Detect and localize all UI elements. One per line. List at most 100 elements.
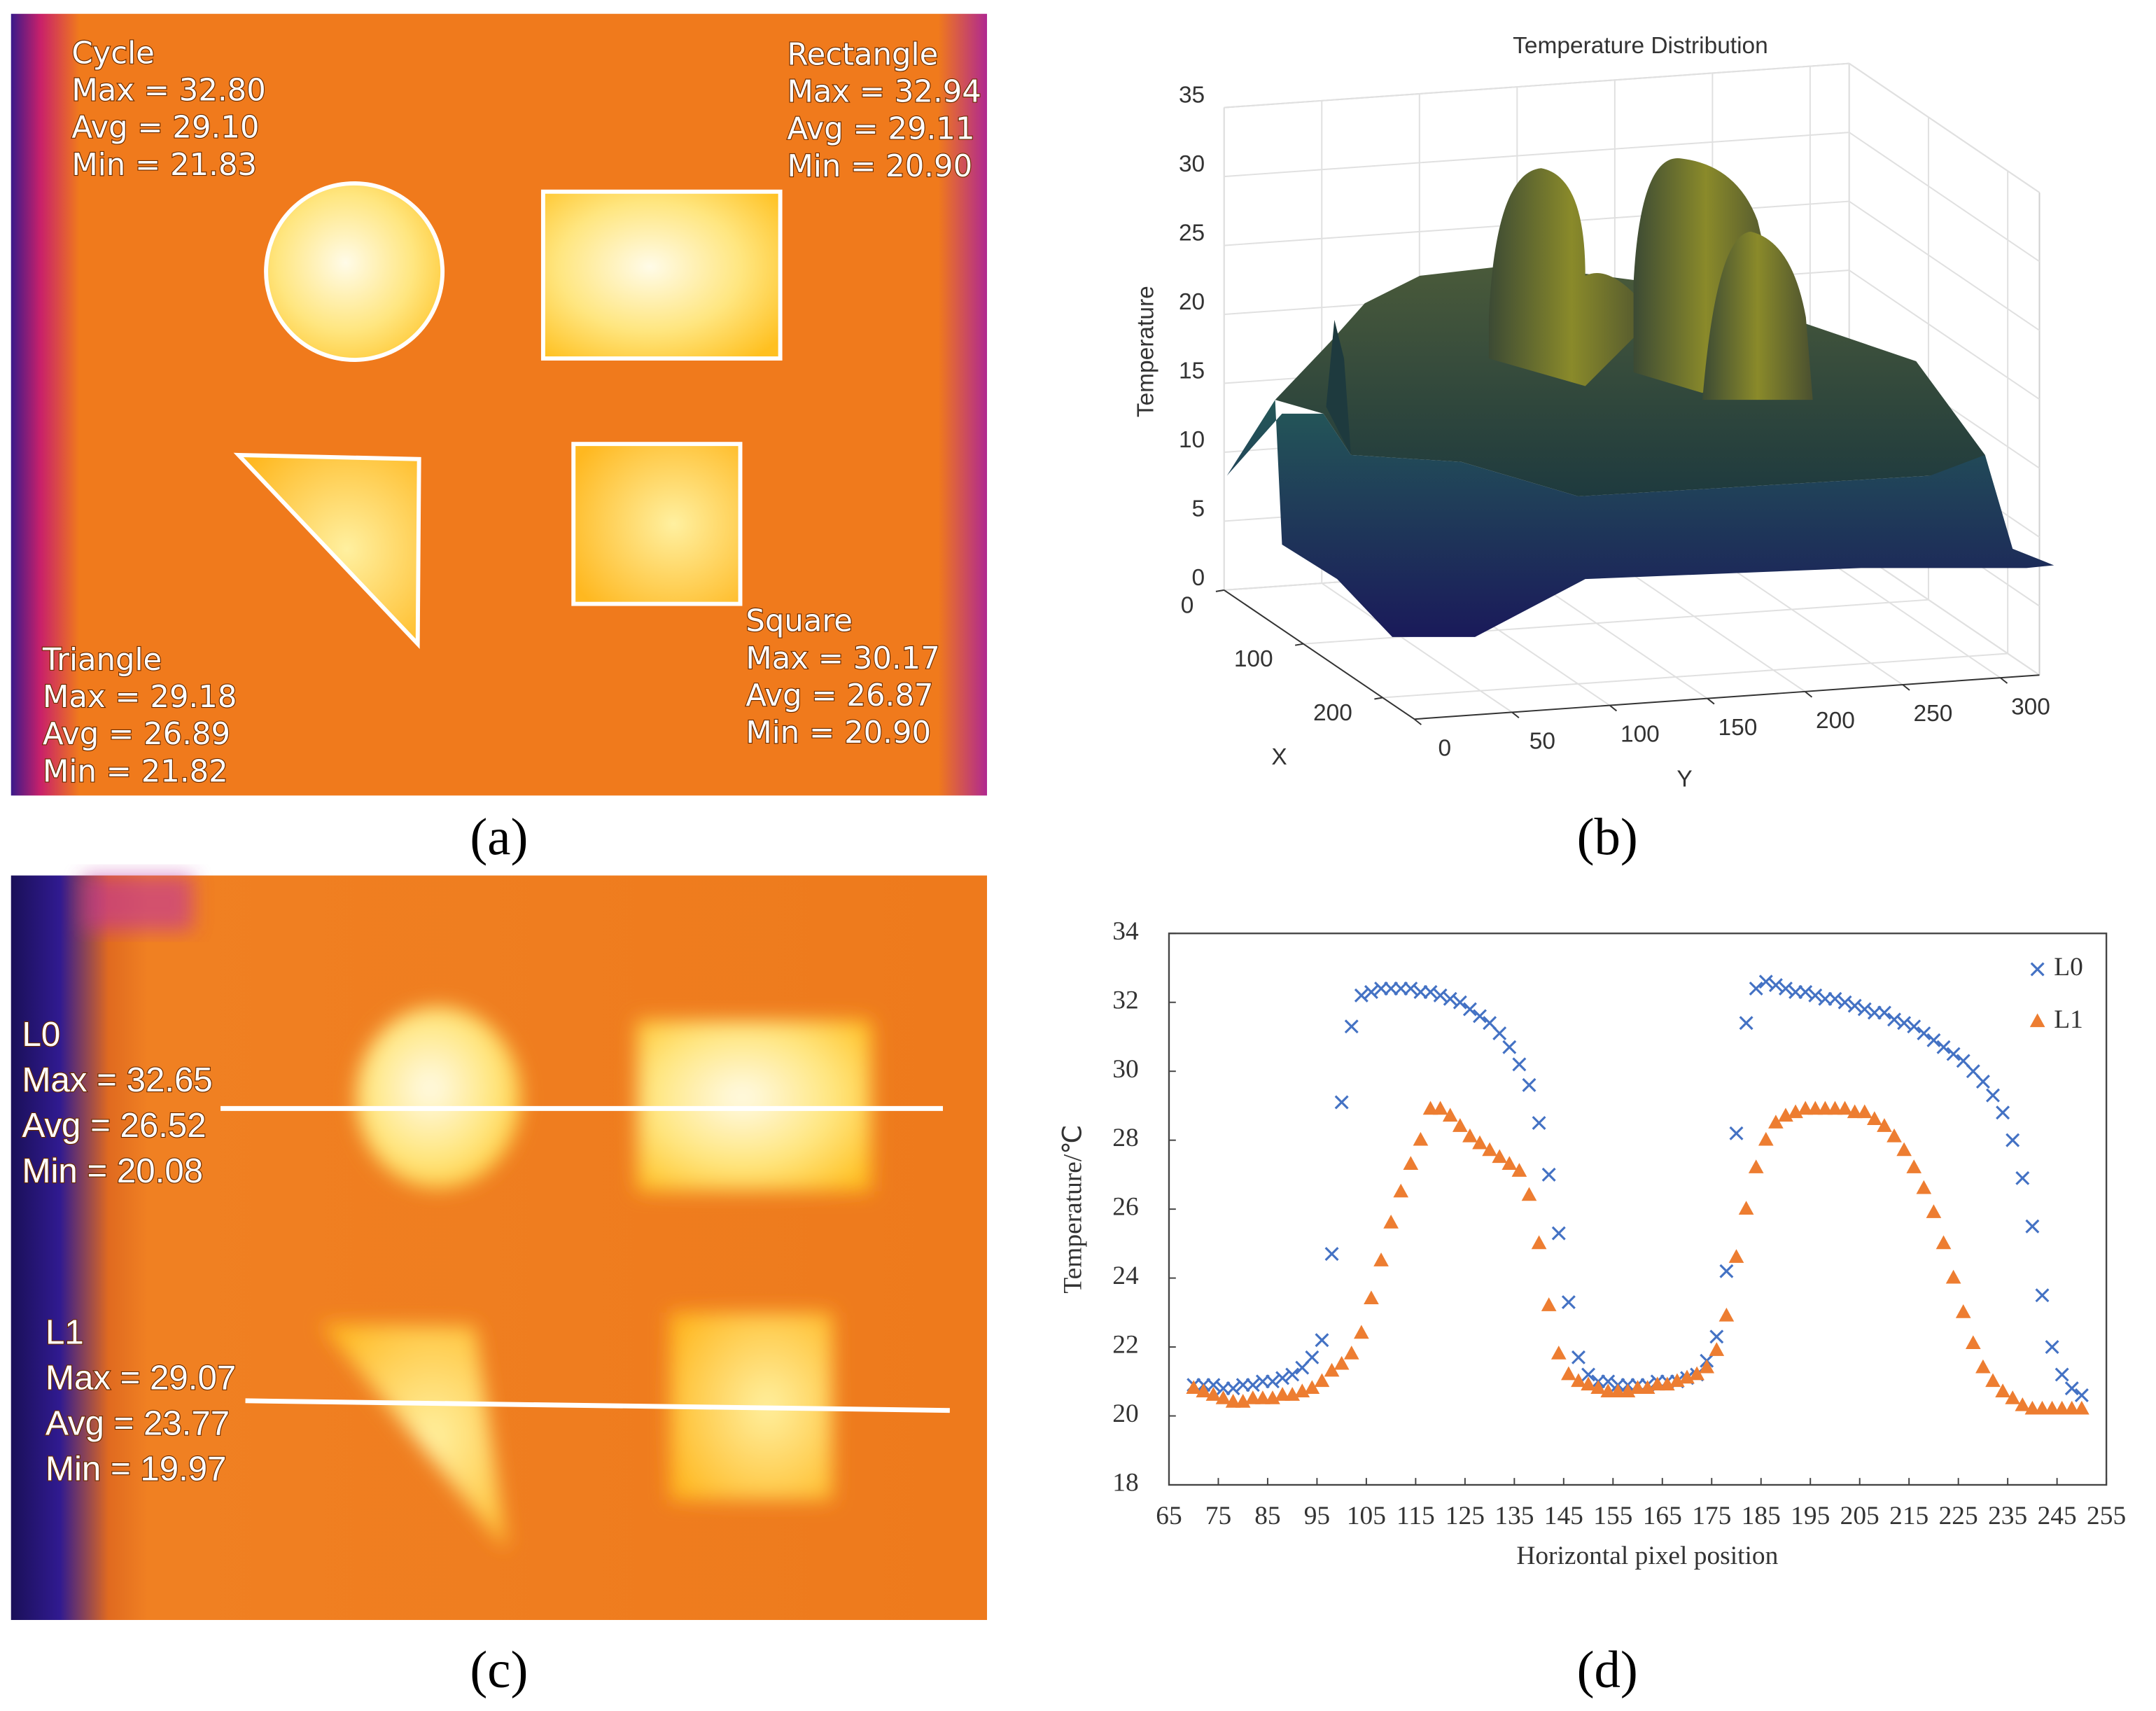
marker [2054, 1400, 2070, 1415]
scatter-chart: Horizontal pixel position Temperature/℃ … [1059, 917, 2127, 1570]
y-axis-label: Temperature/℃ [1059, 1125, 1088, 1294]
region-stat: Max = 32.65 [22, 1061, 213, 1099]
z-tick-label: 35 [1179, 83, 1205, 109]
chart-title: Temperature Distribution [1513, 33, 1768, 59]
marker [1995, 1383, 2010, 1397]
region-labels: L0 Max = 32.65 Avg = 26.52 Min = 20.08 L1 Max… [21, 1014, 237, 1489]
marker [1343, 1346, 1359, 1360]
marker [1986, 1088, 2000, 1103]
x-tick-label: 235 [1988, 1502, 2027, 1530]
x-tick-label: 225 [1939, 1502, 1978, 1530]
x-tick-label: 100 [1234, 646, 1273, 672]
marker [1423, 984, 1438, 999]
marker [1472, 1135, 1488, 1150]
marker [1748, 1159, 1764, 1173]
marker [1422, 1101, 1438, 1115]
legend-marker [2030, 962, 2045, 977]
region-stat: Avg = 26.52 [22, 1106, 206, 1145]
marker [1512, 1057, 1527, 1072]
marker [1413, 984, 1428, 999]
marker [1462, 1002, 1477, 1017]
marker [1531, 1235, 1547, 1250]
region-name: Rectangle [787, 37, 938, 72]
marker [2045, 1340, 2059, 1355]
marker [1334, 1095, 1349, 1110]
x-tick-label: 165 [1643, 1502, 1682, 1530]
marker [1945, 1269, 1961, 1284]
marker [1739, 1016, 1754, 1031]
marker [1344, 1019, 1359, 1034]
marker [1511, 1163, 1527, 1177]
y-tick-label: 28 [1112, 1124, 1138, 1152]
x-tick-label: 95 [1304, 1502, 1330, 1530]
region-name: L0 [22, 1015, 61, 1054]
region-stat: Max = 32.94 [787, 74, 981, 109]
marker [1432, 1101, 1448, 1115]
marker [1354, 988, 1368, 1003]
marker [2074, 1400, 2090, 1415]
marker [1768, 1115, 1784, 1129]
marker [1996, 1105, 2010, 1120]
marker [1718, 1307, 1735, 1322]
marker [1226, 1381, 1240, 1396]
marker [1818, 991, 1833, 1006]
region-stat: Min = 20.90 [787, 149, 972, 184]
rectangle-region [540, 189, 783, 361]
marker [1649, 1376, 1665, 1391]
z-tick-label: 0 [1192, 565, 1205, 591]
marker [1581, 1376, 1596, 1391]
marker [1955, 1304, 1971, 1318]
region-stat: Min = 21.83 [71, 148, 257, 183]
x-tick-label: 155 [1593, 1502, 1632, 1530]
region-name: Cycle [71, 36, 154, 71]
marker [2064, 1400, 2080, 1415]
marker [2074, 1388, 2089, 1402]
region-stat: Avg = 23.77 [46, 1404, 230, 1442]
grid-line [1224, 132, 1849, 178]
y-tick [1902, 684, 1910, 691]
marker [1186, 1380, 1202, 1395]
z-tick-label: 30 [1179, 151, 1205, 177]
marker [1906, 1159, 1922, 1173]
axis-line [1224, 589, 1415, 720]
region-stat: Avg = 29.10 [71, 111, 259, 146]
marker [1926, 1033, 1941, 1047]
x-tick-label: 185 [1742, 1502, 1781, 1530]
panel-label: (a) [470, 808, 528, 866]
x-tick-label: 195 [1791, 1502, 1830, 1530]
marker [1215, 1390, 1231, 1404]
square-region [571, 442, 743, 606]
region-stat: Max = 30.17 [746, 641, 939, 676]
marker [1245, 1378, 1260, 1392]
y-tick [1511, 711, 1520, 719]
marker [1571, 1350, 1586, 1364]
thermal-image-c: L0 Max = 32.65 Avg = 26.52 Min = 20.08 L1 Max… [10, 875, 988, 1620]
marker [1374, 982, 1389, 996]
x-tick-label: 115 [1396, 1502, 1435, 1530]
marker [1916, 1180, 1932, 1194]
marker [1236, 1378, 1250, 1392]
marker [1561, 1295, 1576, 1310]
marker [1413, 1131, 1429, 1146]
marker [1541, 1297, 1557, 1311]
x-tick-label: 85 [1254, 1502, 1280, 1530]
marker [2044, 1400, 2060, 1415]
marker [1550, 1346, 1567, 1360]
marker [1216, 1381, 1231, 1396]
marker [1808, 988, 1823, 1003]
marker [1452, 995, 1467, 1010]
surface-hill [1702, 231, 1813, 400]
marker [1206, 1378, 1221, 1392]
marker [1502, 1040, 1517, 1054]
y-tick [2000, 677, 2008, 684]
marker [1670, 1373, 1685, 1388]
marker [1492, 1149, 1508, 1164]
x-tick [1295, 643, 1304, 646]
marker [1394, 982, 1408, 996]
marker [1452, 1118, 1468, 1132]
panel-label: (d) [1577, 1641, 1638, 1699]
marker [2015, 1171, 2030, 1185]
region-stat: Avg = 29.11 [787, 112, 974, 147]
